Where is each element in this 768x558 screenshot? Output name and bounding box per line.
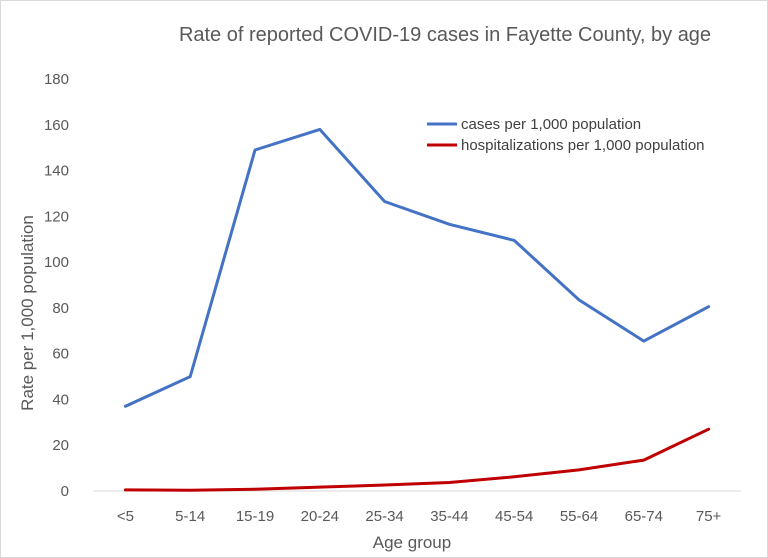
x-tick-label: <5	[117, 508, 134, 525]
y-tick-label: 180	[44, 71, 69, 88]
legend-label: hospitalizations per 1,000 population	[461, 137, 705, 154]
series-line-2	[123, 427, 711, 492]
x-tick-label: 55-64	[560, 508, 598, 525]
y-axis-ticks: 0 20 40 60 80 100 120 140 160 180	[44, 71, 69, 500]
legend: cases per 1,000 population hospitalizatio…	[427, 116, 705, 154]
x-tick-label: 75+	[696, 508, 722, 525]
x-axis-title: Age group	[373, 533, 451, 552]
y-tick-label: 40	[52, 391, 69, 408]
series-lines	[123, 127, 711, 492]
y-tick-label: 140	[44, 163, 69, 180]
x-tick-label: 25-34	[365, 508, 403, 525]
x-tick-label: 15-19	[236, 508, 274, 525]
series-line-1	[123, 127, 711, 408]
x-tick-label: 20-24	[301, 508, 339, 525]
x-tick-label: 5-14	[175, 508, 205, 525]
x-axis-ticks: <5 5-14 15-19 20-24 25-34 35-44 45-54 55-64 65-7…	[117, 508, 722, 525]
y-tick-label: 0	[61, 483, 69, 500]
x-tick-label: 45-54	[495, 508, 533, 525]
y-tick-label: 160	[44, 117, 69, 134]
chart-title: Rate of reported COVID-19 cases in Fayet…	[179, 24, 711, 46]
x-tick-label: 65-74	[625, 508, 663, 525]
y-tick-label: 20	[52, 437, 69, 454]
y-tick-label: 120	[44, 208, 69, 225]
y-tick-label: 60	[52, 346, 69, 363]
legend-label: cases per 1,000 population	[461, 116, 641, 133]
y-tick-label: 80	[52, 300, 69, 317]
y-tick-label: 100	[44, 254, 69, 271]
y-axis-title: Rate per 1,000 population	[18, 215, 37, 411]
x-tick-label: 35-44	[430, 508, 468, 525]
